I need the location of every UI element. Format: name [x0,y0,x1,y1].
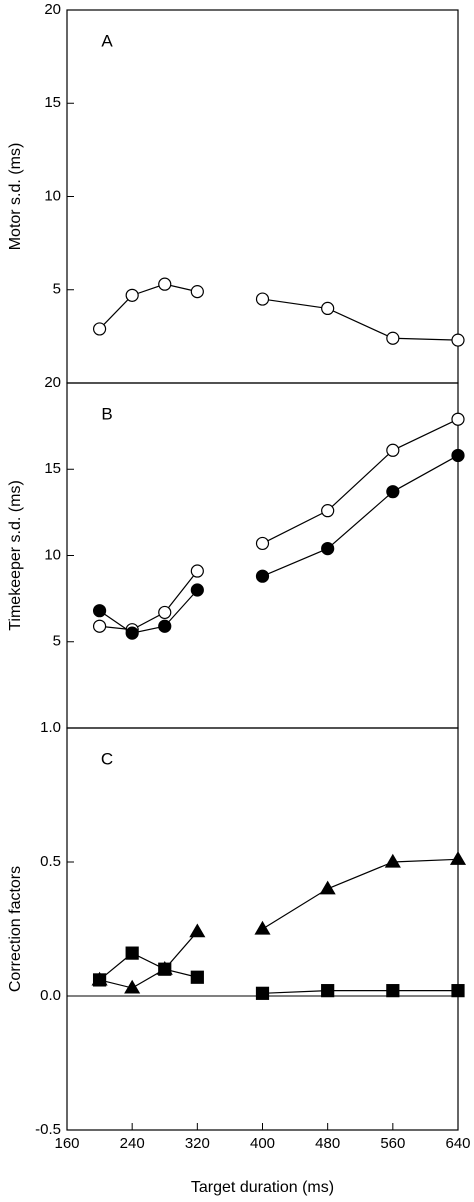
marker [190,285,204,299]
marker [255,536,270,551]
series-line [99,858,459,989]
y-tick-label: 20 [44,1,61,18]
y-tick-label: 5 [53,633,61,650]
marker [255,569,270,583]
marker [158,962,172,976]
y-axis-label: Motor s.d. (ms) [7,143,24,251]
marker [321,541,335,556]
marker [321,984,335,998]
marker [451,412,465,426]
panel-label: A [101,31,113,50]
marker [386,984,400,998]
y-tick-label: 0.5 [40,853,61,870]
y-tick-label: 10 [44,187,61,204]
series-line [99,283,459,341]
marker [125,626,139,640]
marker [255,292,270,306]
marker [255,986,270,1000]
x-tick-label: 160 [54,1135,79,1152]
x-tick-label: 480 [315,1135,340,1152]
plot-frame [66,9,459,384]
marker [92,619,107,633]
marker [190,583,204,597]
x-tick-label: 320 [185,1135,210,1152]
marker [190,564,204,578]
y-tick-label: 20 [44,374,61,391]
panel-label: B [101,404,112,423]
marker [386,485,400,499]
marker [190,970,204,984]
y-axis-label: Correction factors [7,866,24,992]
y-tick-label: 15 [44,460,61,477]
marker [92,973,107,987]
marker [449,851,467,865]
marker [189,923,206,938]
plot-frame [66,382,459,729]
x-tick-label: 640 [445,1135,470,1152]
marker [386,443,400,457]
marker [158,605,172,620]
y-axis-label: Timekeeper s.d. (ms) [7,480,24,631]
y-tick-label: 15 [44,94,61,111]
marker [384,853,401,868]
marker [254,920,271,935]
marker [158,619,172,633]
y-tick-label: 10 [44,546,61,563]
y-tick-label: -0.5 [35,1121,61,1138]
y-tick-label: 1.0 [40,719,61,736]
x-axis-label: Target duration (ms) [191,1179,334,1196]
series-line [99,454,459,634]
marker [124,979,141,994]
marker [92,604,107,618]
x-tick-label: 240 [120,1135,145,1152]
panel-label: C [101,749,113,768]
marker [321,301,335,315]
y-tick-label: 5 [53,281,61,298]
marker [321,504,335,518]
y-tick-label: 0.0 [40,987,61,1004]
marker [451,333,465,347]
marker [92,322,107,336]
marker [125,288,139,302]
series-line [99,418,459,631]
marker [386,331,400,345]
x-tick-label: 400 [250,1135,275,1152]
series-line [99,952,458,994]
marker [451,984,465,998]
marker [125,946,139,960]
marker [319,880,336,895]
marker [158,277,172,291]
marker [451,448,465,463]
x-tick-label: 560 [380,1135,405,1152]
